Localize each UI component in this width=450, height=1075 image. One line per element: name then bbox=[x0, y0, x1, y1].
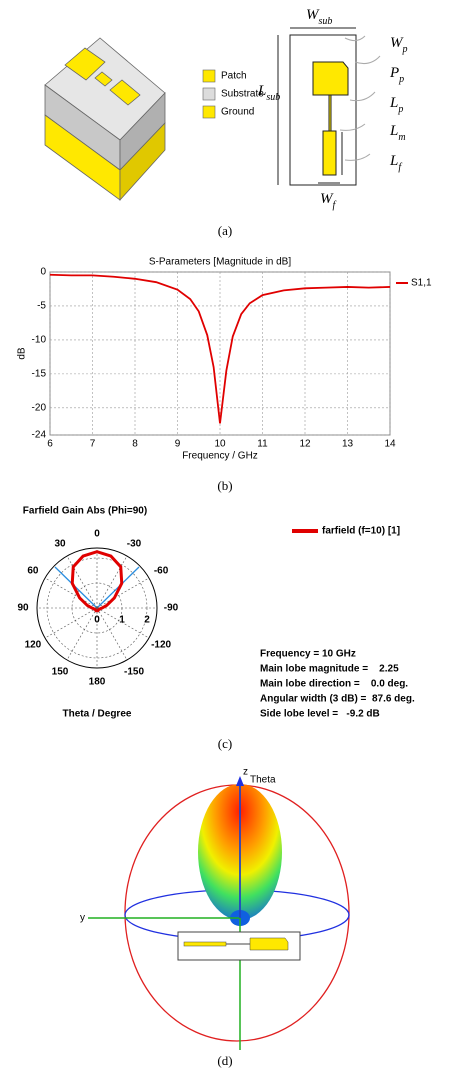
subscript: sub bbox=[319, 16, 333, 27]
dimension-label: Wf bbox=[320, 191, 337, 210]
annotation: Angular width (3 dB) = 87.6 deg. bbox=[260, 694, 415, 705]
angle-tick-label: -60 bbox=[154, 566, 169, 577]
x-tick-label: 6 bbox=[47, 439, 53, 450]
angle-tick-label: 60 bbox=[27, 566, 39, 577]
dimension-label: Wsub bbox=[306, 7, 332, 26]
legend-swatches bbox=[202, 69, 216, 119]
radiation-3d bbox=[88, 776, 350, 1050]
annotation: Frequency = 10 GHz bbox=[260, 649, 356, 660]
axis-label: z bbox=[243, 767, 248, 778]
angle-tick-label: 0 bbox=[94, 529, 100, 540]
symbol: W bbox=[320, 191, 334, 207]
angle-tick-label: -30 bbox=[127, 539, 142, 550]
angle-tick-label: 180 bbox=[89, 677, 106, 688]
symbol: P bbox=[389, 65, 399, 81]
antenna-3d bbox=[44, 37, 166, 202]
dimension-label: Lp bbox=[389, 95, 403, 114]
grid-spoke bbox=[96, 607, 128, 661]
grid-spoke bbox=[44, 577, 98, 609]
outer-ring bbox=[36, 547, 158, 669]
subscript: f bbox=[398, 162, 402, 173]
subscript: p bbox=[402, 44, 408, 55]
legend-label: Substrate bbox=[221, 89, 264, 100]
x-tick-label: 12 bbox=[299, 439, 311, 450]
y-tick-label: -5 bbox=[37, 301, 46, 312]
series-line bbox=[49, 273, 391, 424]
grid-spoke bbox=[96, 607, 150, 639]
grid-spoke bbox=[66, 555, 98, 609]
legend-label: Ground bbox=[221, 107, 254, 118]
angle-tick-label: 30 bbox=[54, 539, 66, 550]
angle-tick-label: -120 bbox=[151, 640, 171, 651]
x-tick-label: 13 bbox=[342, 439, 354, 450]
y-tick-label: 0 bbox=[40, 267, 46, 278]
theta-axis-label: Theta / Degree bbox=[63, 709, 132, 720]
angle-tick-label: 120 bbox=[25, 640, 42, 651]
angle-tick-label: -90 bbox=[164, 603, 179, 614]
caption: (b) bbox=[217, 478, 232, 493]
caption: (d) bbox=[217, 1053, 232, 1068]
grid-spoke bbox=[44, 607, 98, 639]
caption: (a) bbox=[218, 223, 232, 238]
x-tick-label: 8 bbox=[132, 439, 138, 450]
x-axis-label: Frequency / GHz bbox=[182, 451, 258, 462]
grid-spoke bbox=[96, 577, 150, 609]
annotation: Main lobe magnitude = 2.25 bbox=[260, 664, 399, 675]
x-tick-label: 10 bbox=[214, 439, 226, 450]
dimension-label: Lsub bbox=[257, 83, 280, 102]
legend-label: S1,1 bbox=[411, 278, 432, 289]
symbol: W bbox=[306, 7, 320, 23]
x-tick-label: 14 bbox=[384, 439, 396, 450]
y-tick-label: -15 bbox=[32, 369, 47, 380]
angle-tick-label: 150 bbox=[52, 667, 69, 678]
subscript: f bbox=[333, 200, 337, 211]
axis-label: y bbox=[80, 913, 85, 924]
caption: (c) bbox=[218, 736, 232, 751]
y-axis-label: dB bbox=[17, 347, 28, 360]
x-tick-label: 9 bbox=[175, 439, 181, 450]
annotation: Side lobe level = -9.2 dB bbox=[260, 709, 380, 720]
symbol: L bbox=[389, 123, 398, 139]
y-tick-label: -10 bbox=[32, 335, 47, 346]
dimension-label: Lm bbox=[389, 123, 406, 142]
series-line bbox=[70, 550, 124, 613]
angle-tick-label: 90 bbox=[17, 603, 29, 614]
subscript: p bbox=[397, 104, 403, 115]
x-tick-label: 11 bbox=[257, 439, 268, 450]
legend-label: Patch bbox=[221, 71, 247, 82]
dimension-label: Pp bbox=[389, 65, 404, 84]
dimension-label: Wp bbox=[390, 35, 408, 54]
axis-label: Theta bbox=[250, 775, 276, 786]
symbol: L bbox=[389, 153, 398, 169]
symbol: L bbox=[257, 83, 266, 99]
legend-label: farfield (f=10) [1] bbox=[322, 526, 400, 537]
subscript: p bbox=[398, 74, 404, 85]
y-tick-label: -20 bbox=[32, 402, 47, 413]
subscript: m bbox=[398, 132, 405, 143]
angle-tick-label: -150 bbox=[124, 667, 144, 678]
chart-title: S-Parameters [Magnitude in dB] bbox=[149, 257, 292, 268]
r-tick-label: 1 bbox=[119, 615, 125, 626]
r-tick-label: 2 bbox=[144, 615, 150, 626]
chart-title: Farfield Gain Abs (Phi=90) bbox=[23, 506, 147, 517]
symbol: L bbox=[389, 95, 398, 111]
dimension-label: Lf bbox=[389, 153, 402, 172]
symbol: W bbox=[390, 35, 404, 51]
annotation: Main lobe direction = 0.0 deg. bbox=[260, 679, 408, 690]
grid-spoke bbox=[66, 607, 98, 661]
subscript: sub bbox=[266, 92, 280, 103]
grid-spoke bbox=[96, 555, 128, 609]
y-tick-label: -24 bbox=[32, 430, 47, 441]
x-tick-label: 7 bbox=[90, 439, 96, 450]
antenna-top-view bbox=[277, 27, 381, 186]
